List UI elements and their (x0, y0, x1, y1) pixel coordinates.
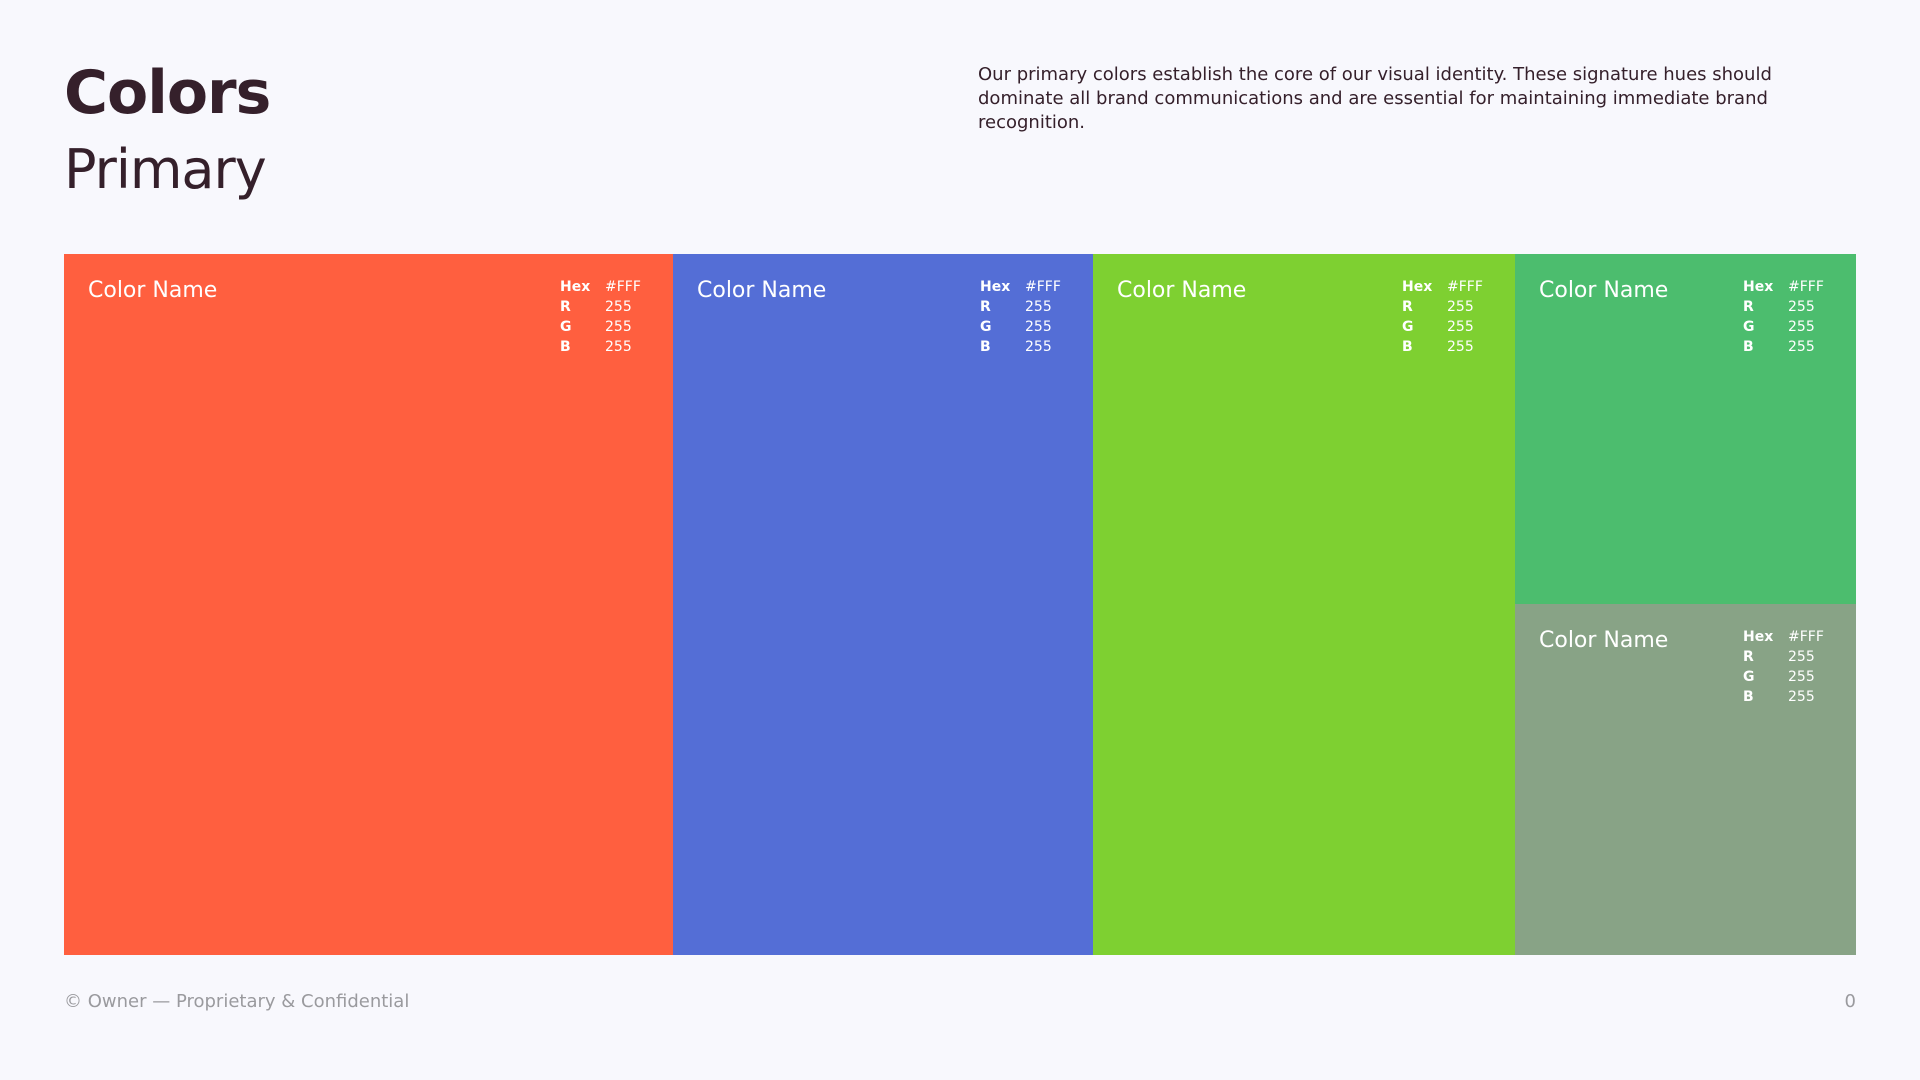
field-label: R (1402, 299, 1413, 315)
field-value: 255 (1025, 339, 1052, 355)
field-label: B (1743, 689, 1754, 705)
field-label: R (1743, 649, 1754, 665)
color-swatch: Color Name Hex #FFF R 255 G 255 B 255 (1515, 604, 1856, 955)
field-value: 255 (1788, 649, 1815, 665)
swatch-grid: Color Name Hex #FFF R 255 G 255 B 255 Color Name H… (64, 254, 1856, 955)
field-value: 255 (1788, 669, 1815, 685)
color-swatch: Color Name Hex #FFF R 255 G 255 B 255 (64, 254, 673, 955)
field-label: R (560, 299, 571, 315)
color-name: Color Name (1539, 278, 1669, 303)
field-value: 255 (1447, 319, 1474, 335)
description: Our primary colors establish the core of… (978, 64, 1772, 133)
field-value: #FFF (1025, 279, 1061, 295)
field-label: Hex (1402, 279, 1433, 295)
color-swatch: Color Name Hex #FFF R 255 G 255 B 255 (1093, 254, 1515, 955)
copyright: © Owner — Proprietary & Confidential (64, 991, 410, 1012)
field-label: R (980, 299, 991, 315)
color-name: Color Name (1117, 278, 1247, 303)
field-label: R (1743, 299, 1754, 315)
field-value: #FFF (1788, 279, 1824, 295)
field-label: B (560, 339, 571, 355)
color-values: Hex #FFF R 255 G 255 B 255 (1743, 277, 1832, 357)
field-label: G (1402, 319, 1414, 335)
field-value: 255 (1788, 299, 1815, 315)
field-label: G (1743, 319, 1755, 335)
field-value: 255 (1788, 689, 1815, 705)
field-value: 255 (605, 319, 632, 335)
field-value: #FFF (1447, 279, 1483, 295)
color-name: Color Name (697, 278, 827, 303)
color-name: Color Name (1539, 628, 1669, 653)
field-label: G (560, 319, 572, 335)
color-swatch: Color Name Hex #FFF R 255 G 255 B 255 (673, 254, 1093, 955)
color-values: Hex #FFF R 255 G 255 B 255 (980, 277, 1069, 357)
field-label: G (980, 319, 992, 335)
title: Colors (64, 58, 271, 128)
field-label: B (980, 339, 991, 355)
field-value: 255 (1025, 319, 1052, 335)
field-value: 255 (1447, 299, 1474, 315)
field-label: G (1743, 669, 1755, 685)
field-label: Hex (560, 279, 591, 295)
color-values: Hex #FFF R 255 G 255 B 255 (560, 277, 649, 357)
subtitle: Primary (64, 138, 267, 201)
field-value: 255 (1788, 319, 1815, 335)
field-value: 255 (1447, 339, 1474, 355)
field-value: 255 (605, 339, 632, 355)
field-label: B (1743, 339, 1754, 355)
field-label: Hex (980, 279, 1011, 295)
field-value: 255 (605, 299, 632, 315)
field-value: 255 (1025, 299, 1052, 315)
field-label: Hex (1743, 279, 1774, 295)
color-swatch: Color Name Hex #FFF R 255 G 255 B 255 (1515, 254, 1856, 604)
field-value: #FFF (1788, 629, 1824, 645)
field-label: Hex (1743, 629, 1774, 645)
color-values: Hex #FFF R 255 G 255 B 255 (1402, 277, 1491, 357)
page-number: 0 (1844, 991, 1856, 1012)
color-name: Color Name (88, 278, 218, 303)
field-value: 255 (1788, 339, 1815, 355)
field-label: B (1402, 339, 1413, 355)
field-value: #FFF (605, 279, 641, 295)
color-values: Hex #FFF R 255 G 255 B 255 (1743, 627, 1832, 707)
